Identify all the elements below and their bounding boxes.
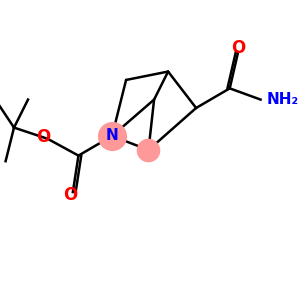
Text: O: O: [63, 186, 77, 204]
Text: O: O: [36, 128, 51, 146]
Text: N: N: [106, 128, 118, 143]
Text: O: O: [231, 39, 245, 57]
Text: NH₂: NH₂: [266, 92, 298, 107]
